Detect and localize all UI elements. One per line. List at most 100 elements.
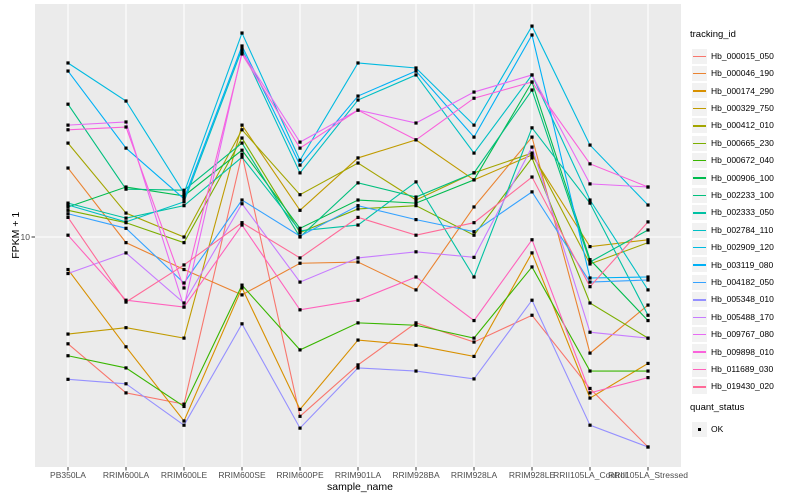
data-point[interactable] [182, 191, 186, 195]
data-point[interactable] [414, 69, 418, 73]
data-point[interactable] [646, 203, 650, 207]
data-point[interactable] [124, 226, 128, 230]
data-point[interactable] [356, 260, 360, 264]
data-point[interactable] [646, 336, 650, 340]
data-point[interactable] [66, 267, 70, 272]
data-point[interactable] [66, 203, 70, 207]
data-point[interactable] [240, 47, 244, 51]
data-point[interactable] [240, 283, 244, 287]
data-point[interactable] [182, 404, 186, 409]
data-point[interactable] [240, 286, 244, 290]
data-point[interactable] [66, 342, 70, 346]
data-point[interactable] [182, 200, 186, 204]
data-point[interactable] [414, 323, 418, 327]
data-point[interactable] [472, 230, 476, 234]
data-point[interactable] [124, 185, 128, 189]
data-point[interactable] [356, 61, 360, 65]
data-point[interactable] [588, 260, 592, 264]
data-point[interactable] [66, 271, 70, 276]
data-point[interactable] [182, 286, 186, 290]
data-point[interactable] [298, 229, 302, 233]
data-point[interactable] [588, 391, 592, 395]
data-point[interactable] [240, 128, 244, 132]
data-point[interactable] [356, 156, 360, 160]
data-point[interactable] [472, 233, 476, 237]
data-point[interactable] [124, 241, 128, 245]
data-point[interactable] [472, 377, 476, 381]
data-point[interactable] [646, 376, 650, 380]
data-point[interactable] [646, 288, 650, 292]
data-point[interactable] [588, 330, 592, 334]
data-point[interactable] [182, 194, 186, 198]
data-point[interactable] [530, 151, 534, 155]
data-point[interactable] [530, 265, 534, 269]
data-point[interactable] [646, 313, 650, 317]
data-point[interactable] [240, 198, 244, 202]
data-point[interactable] [356, 223, 360, 227]
data-point[interactable] [588, 280, 592, 284]
data-point[interactable] [646, 220, 650, 224]
data-point[interactable] [182, 336, 186, 340]
data-point[interactable] [530, 88, 534, 92]
data-point[interactable] [182, 267, 186, 272]
data-point[interactable] [298, 308, 302, 312]
data-point[interactable] [124, 99, 128, 103]
data-point[interactable] [298, 348, 302, 352]
data-point[interactable] [182, 281, 186, 285]
data-point[interactable] [240, 152, 244, 156]
data-point[interactable] [530, 33, 534, 37]
data-point[interactable] [124, 216, 128, 220]
data-point[interactable] [240, 322, 244, 326]
data-point[interactable] [414, 275, 418, 279]
data-point[interactable] [530, 313, 534, 317]
data-point[interactable] [414, 195, 418, 199]
data-point[interactable] [472, 205, 476, 209]
data-point[interactable] [414, 369, 418, 373]
data-point[interactable] [124, 300, 128, 304]
data-point[interactable] [472, 90, 476, 94]
data-point[interactable] [240, 50, 244, 54]
data-point[interactable] [182, 419, 186, 423]
data-point[interactable] [414, 233, 418, 237]
data-point[interactable] [124, 125, 128, 129]
data-point[interactable] [414, 288, 418, 292]
data-point[interactable] [356, 338, 360, 342]
data-point[interactable] [124, 366, 128, 370]
data-point[interactable] [182, 402, 186, 406]
data-point[interactable] [298, 226, 302, 230]
data-point[interactable] [472, 96, 476, 100]
data-point[interactable] [240, 202, 244, 206]
data-point[interactable] [588, 262, 592, 266]
data-point[interactable] [66, 102, 70, 106]
data-point[interactable] [356, 94, 360, 98]
data-point[interactable] [240, 155, 244, 159]
data-point[interactable] [472, 221, 476, 225]
data-point[interactable] [646, 361, 650, 366]
data-point[interactable] [124, 211, 128, 215]
data-point[interactable] [66, 123, 70, 127]
data-point[interactable] [356, 198, 360, 202]
data-point[interactable] [646, 228, 650, 232]
data-point[interactable] [588, 162, 592, 166]
data-point[interactable] [66, 128, 70, 132]
data-point[interactable] [646, 238, 650, 242]
data-point[interactable] [646, 369, 650, 373]
data-point[interactable] [66, 215, 70, 219]
data-point[interactable] [240, 31, 244, 35]
data-point[interactable] [588, 276, 592, 280]
data-point[interactable] [530, 190, 534, 194]
data-point[interactable] [472, 151, 476, 155]
data-point[interactable] [414, 198, 418, 202]
data-point[interactable] [124, 345, 128, 349]
data-point[interactable] [66, 141, 70, 145]
data-point[interactable] [298, 230, 302, 235]
data-point[interactable] [588, 396, 592, 400]
data-point[interactable] [472, 336, 476, 340]
data-point[interactable] [588, 386, 592, 391]
data-point[interactable] [240, 136, 244, 140]
data-point[interactable] [356, 207, 360, 211]
data-point[interactable] [530, 298, 534, 302]
data-point[interactable] [298, 163, 302, 167]
data-point[interactable] [240, 123, 244, 127]
data-point[interactable] [124, 326, 128, 330]
